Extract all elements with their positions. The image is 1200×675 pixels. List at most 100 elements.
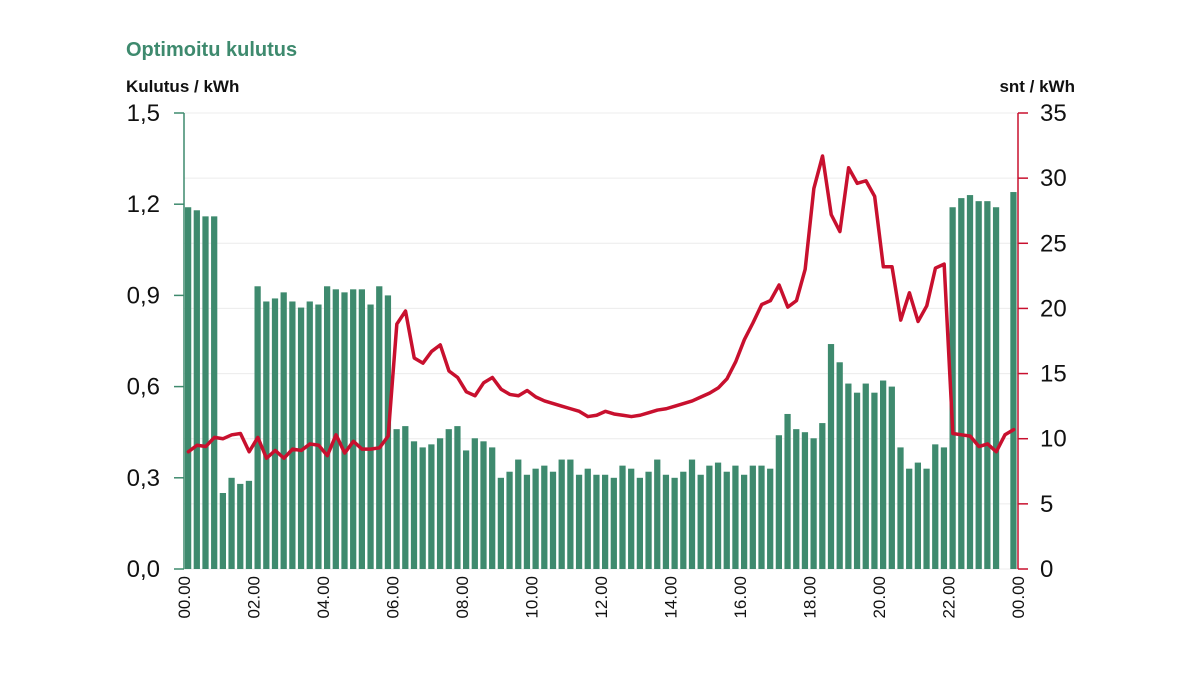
consumption-bar	[932, 444, 939, 569]
consumption-bar	[454, 426, 461, 569]
consumption-bar	[853, 392, 861, 569]
left-y-tick-label: 1,2	[127, 191, 160, 218]
chart-title: Optimoitu kulutus	[126, 39, 297, 61]
consumption-bar	[871, 392, 878, 569]
x-tick-label: 00.00	[175, 576, 194, 619]
left-axis-title: Kulutus / kWh	[126, 77, 239, 96]
consumption-bar	[332, 289, 339, 569]
consumption-bar	[888, 386, 895, 569]
consumption-bar	[819, 423, 826, 569]
consumption-bar	[428, 444, 435, 569]
consumption-bar	[914, 462, 921, 569]
consumption-bar	[688, 459, 696, 569]
consumption-bar	[532, 468, 539, 569]
x-tick-label: 16.00	[731, 576, 750, 619]
consumption-bar	[324, 286, 331, 569]
x-tick-label: 10.00	[523, 576, 542, 619]
consumption-bar	[793, 429, 800, 569]
right-y-ticks: 0 5 10 15 20 25 30 35	[1018, 100, 1067, 583]
consumption-bar	[845, 383, 852, 569]
consumption-bar	[880, 380, 887, 569]
consumption-bar	[810, 438, 817, 569]
consumption-bar	[671, 477, 678, 569]
axes	[183, 113, 1019, 569]
consumption-bar	[558, 459, 565, 569]
consumption-bar	[741, 474, 748, 569]
consumption-bar	[367, 304, 374, 569]
consumption-bar	[992, 207, 1000, 570]
left-y-tick-label: 1,5	[127, 100, 160, 127]
x-tick-label: 02.00	[245, 576, 264, 619]
consumption-bar	[723, 471, 730, 569]
consumption-bar	[402, 426, 409, 569]
consumption-bar	[966, 195, 974, 569]
right-y-tick-label: 20	[1040, 295, 1067, 322]
right-y-tick-label: 15	[1040, 361, 1067, 388]
consumption-bar	[706, 465, 713, 569]
consumption-bar	[654, 459, 661, 569]
right-y-tick-label: 5	[1040, 491, 1053, 518]
x-tick-label: 22.00	[940, 576, 959, 619]
consumption-bar	[897, 447, 904, 569]
consumption-bar	[827, 344, 835, 569]
x-tick-label: 18.00	[801, 576, 820, 619]
consumption-bar	[463, 450, 470, 569]
consumption-bar	[541, 465, 548, 569]
consumption-bar	[489, 447, 496, 569]
x-tick-label: 20.00	[870, 576, 889, 619]
consumption-bar	[758, 465, 765, 569]
consumption-bar	[237, 483, 244, 569]
left-y-tick-label: 0,9	[127, 282, 160, 309]
right-axis-title: snt / kWh	[999, 77, 1075, 96]
consumption-bar	[662, 474, 670, 569]
consumption-bar	[410, 441, 418, 569]
consumption-bar	[949, 207, 956, 570]
consumption-bar	[575, 474, 583, 569]
bar-series	[185, 192, 1017, 570]
left-y-tick-label: 0,0	[127, 556, 160, 583]
right-y-tick-label: 0	[1040, 556, 1053, 583]
consumption-bar	[645, 471, 652, 569]
consumption-bar	[515, 459, 522, 569]
consumption-bar	[315, 304, 322, 569]
consumption-bar	[506, 471, 513, 569]
left-y-tick-label: 0,6	[127, 374, 160, 401]
consumption-bar	[228, 477, 235, 569]
consumption-bar	[619, 465, 626, 569]
consumption-bar	[862, 383, 869, 569]
right-y-tick-label: 10	[1040, 426, 1067, 453]
consumption-bar	[593, 474, 600, 569]
x-tick-label: 12.00	[592, 576, 611, 619]
consumption-bar	[202, 216, 209, 570]
x-tick-label: 04.00	[314, 576, 333, 619]
consumption-bar	[680, 471, 687, 569]
x-tick-label: 08.00	[453, 576, 472, 619]
grid-lines	[184, 112, 1018, 570]
price-line-series	[186, 154, 1016, 461]
right-y-tick-label: 30	[1040, 165, 1067, 192]
x-tick-label: 14.00	[662, 576, 681, 619]
right-y-tick-label: 35	[1040, 100, 1067, 127]
consumption-bar	[767, 468, 774, 569]
left-y-tick-label: 0,3	[127, 465, 160, 492]
consumption-bar	[1010, 192, 1017, 570]
consumption-bar	[497, 477, 504, 569]
consumption-bar	[471, 438, 478, 569]
consumption-bar	[280, 292, 287, 569]
consumption-bar	[628, 468, 635, 569]
right-y-tick-label: 25	[1040, 230, 1067, 257]
consumption-bar	[697, 474, 704, 569]
consumption-bar	[297, 307, 305, 569]
consumption-bar	[984, 201, 991, 569]
x-tick-label: 06.00	[384, 576, 403, 619]
consumption-bar	[393, 429, 400, 569]
consumption-bar	[211, 216, 218, 570]
consumption-bar	[358, 289, 365, 569]
consumption-bar	[906, 468, 913, 569]
consumption-bar	[732, 465, 739, 569]
consumption-bar	[263, 301, 270, 569]
consumption-bar	[419, 447, 426, 569]
consumption-bar	[923, 468, 930, 569]
